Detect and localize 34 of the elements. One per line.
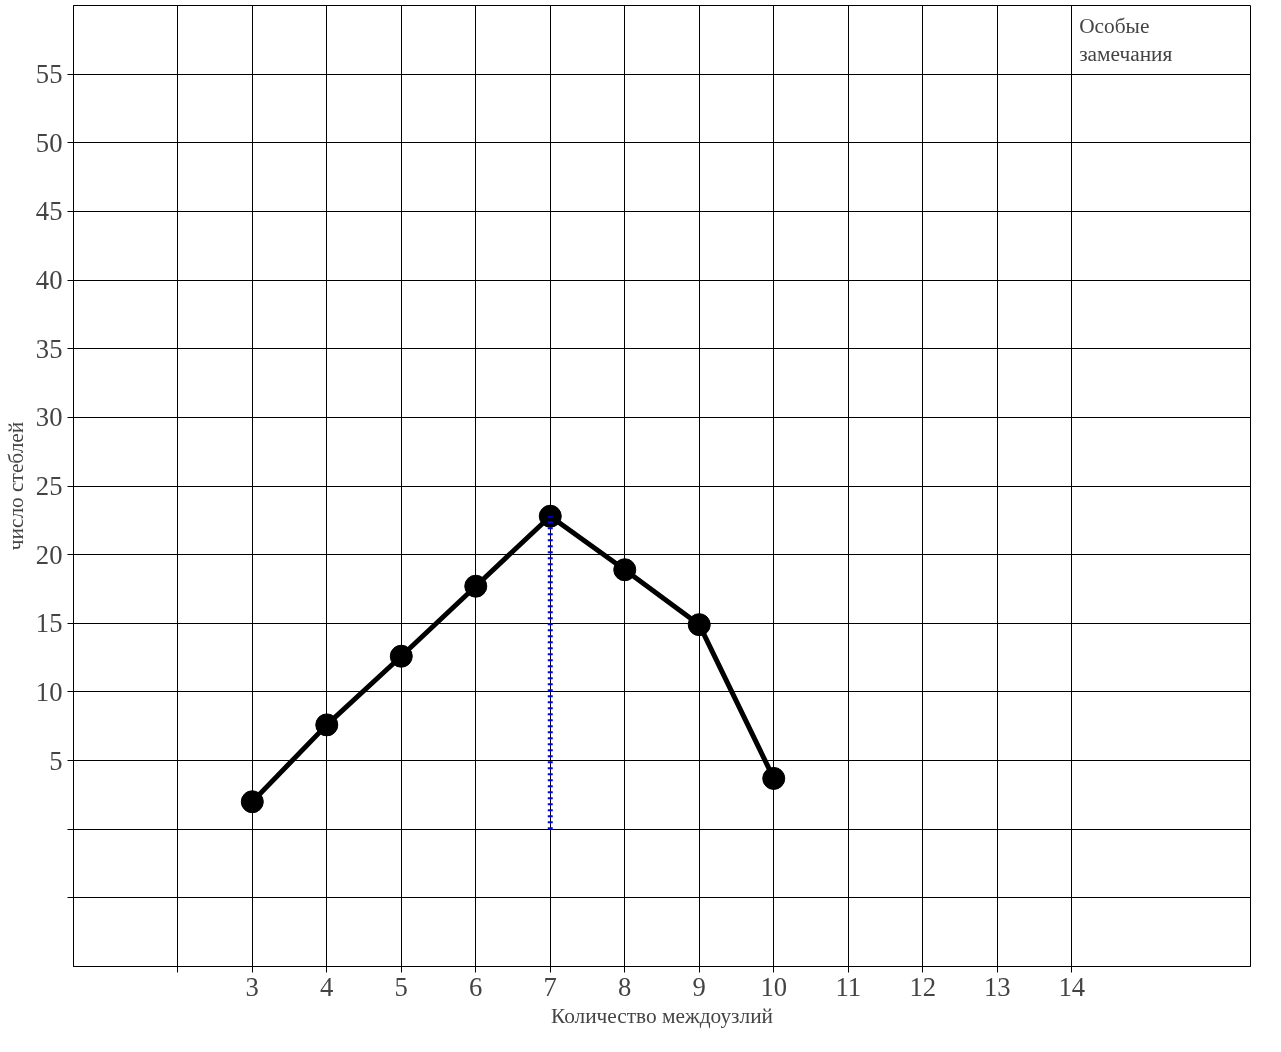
y-tick-label: 5 — [49, 745, 63, 776]
y-tick-label: 45 — [35, 196, 63, 227]
x-axis-title: Количество междоузлий — [551, 1003, 773, 1028]
x-tick-label: 6 — [469, 971, 483, 1002]
point — [389, 644, 413, 668]
x-tick-label: 5 — [394, 971, 408, 1002]
y-tick-label: 35 — [35, 333, 63, 364]
x-tick-label: 12 — [909, 971, 937, 1002]
y-tick-label: 40 — [35, 265, 63, 296]
annotation: Особые замечания — [1079, 13, 1173, 67]
point — [613, 558, 637, 582]
y-tick-label: 15 — [35, 608, 63, 639]
x-tick-label: 4 — [320, 971, 334, 1002]
x-tick-label: 9 — [692, 971, 706, 1002]
x-tick-label: 11 — [835, 971, 862, 1002]
point — [762, 766, 786, 790]
x-tick-label: 13 — [983, 971, 1011, 1002]
point — [464, 574, 488, 598]
point — [240, 790, 264, 814]
y-axis-title: число стеблей — [3, 421, 28, 551]
y-tick-label: 10 — [35, 676, 63, 707]
y-tick-label: 50 — [35, 127, 63, 158]
point — [315, 713, 339, 737]
point — [538, 504, 562, 528]
y-tick-label: 55 — [35, 59, 63, 90]
point — [687, 613, 711, 637]
x-tick-label: 14 — [1058, 971, 1086, 1002]
x-tick-label: 8 — [618, 971, 632, 1002]
y-tick-label: 30 — [35, 402, 63, 433]
y-tick-label: 20 — [35, 539, 63, 570]
x-tick-label: 7 — [543, 971, 557, 1002]
x-tick-label: 3 — [245, 971, 259, 1002]
y-tick-label: 25 — [35, 471, 63, 501]
x-tick-label: 10 — [760, 971, 788, 1002]
